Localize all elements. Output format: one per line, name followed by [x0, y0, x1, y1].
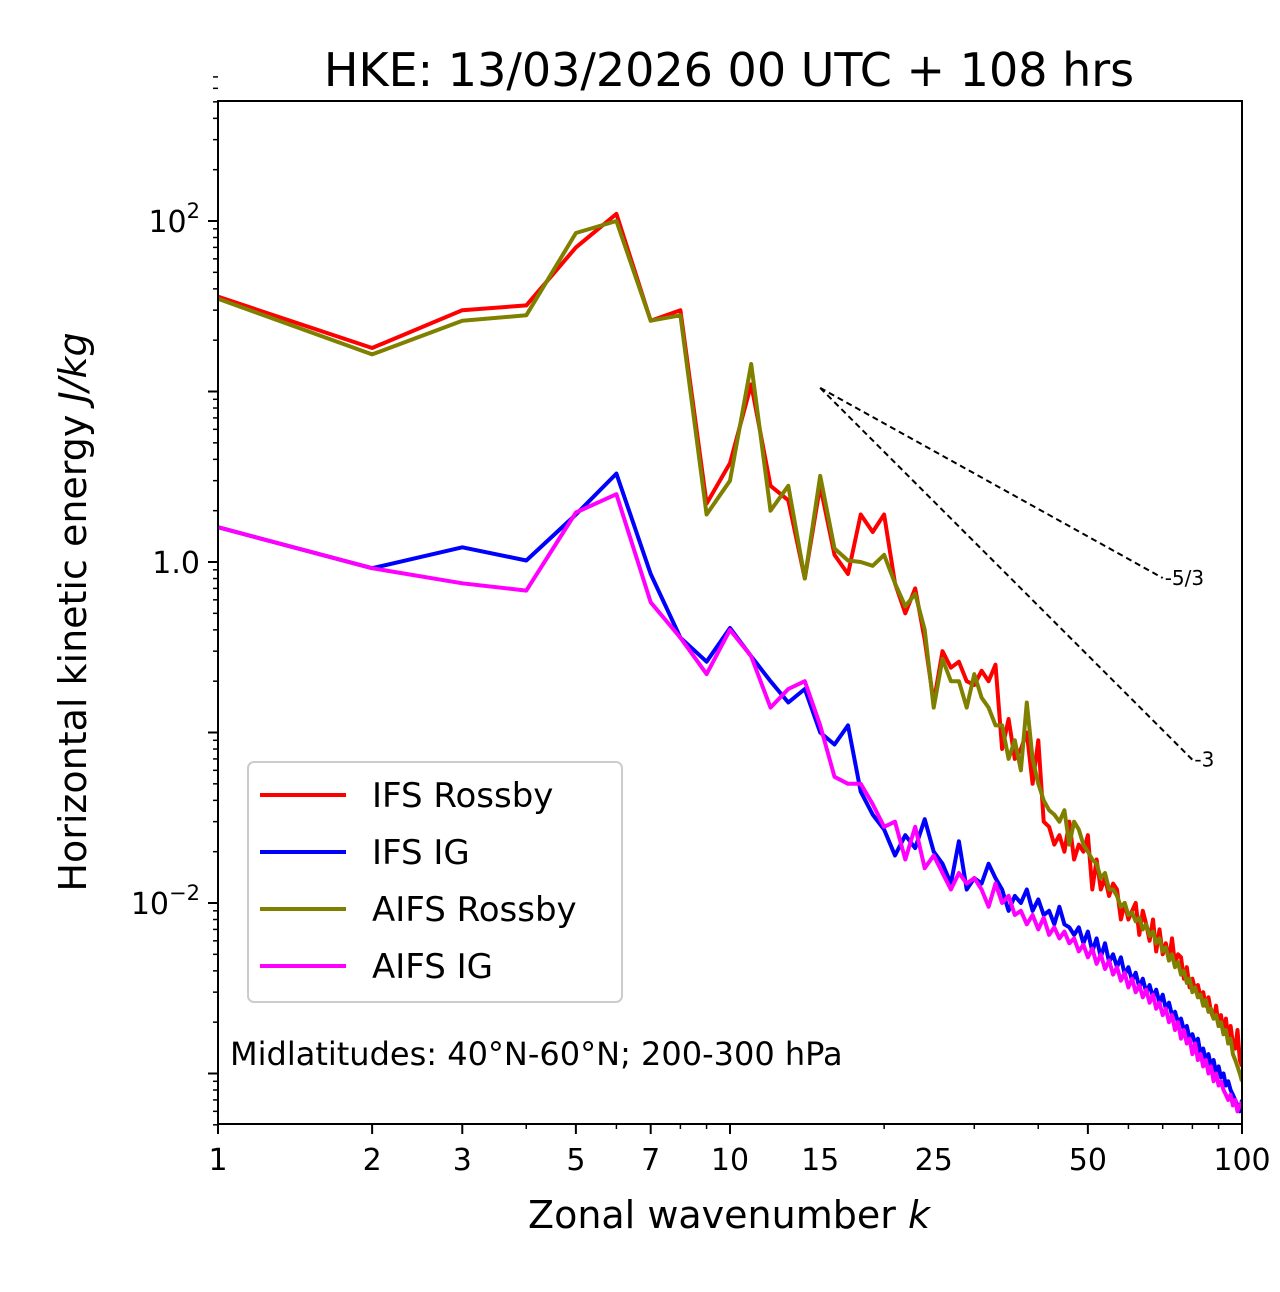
- y-axis-label-units: J/kg: [51, 332, 95, 409]
- reference-slopes: [819, 387, 1194, 761]
- legend-label: IFS Rossby: [372, 776, 553, 816]
- x-tick-label: 10: [711, 1143, 749, 1178]
- x-tick-label: 3: [453, 1143, 472, 1178]
- x-axis-label-var: k: [908, 1193, 932, 1237]
- x-tick-label: 100: [1213, 1143, 1270, 1178]
- x-axis-label-text: Zonal wavenumber: [528, 1193, 896, 1237]
- reference-line-label: -5/3: [1165, 566, 1204, 590]
- x-tick-label: 50: [1069, 1143, 1107, 1178]
- x-tick-label: 2: [363, 1143, 382, 1178]
- legend-box: [247, 761, 623, 1003]
- reference-line-label: -3: [1194, 748, 1214, 772]
- series-lines: [218, 211, 1242, 1114]
- legend-label: AIFS IG: [372, 947, 493, 987]
- series-line: [218, 492, 1242, 1114]
- reference-line: [819, 387, 1194, 761]
- x-tick-label: 1: [208, 1143, 227, 1178]
- axis-ticks: 1 2 3 5 7 10 15 25 50 100 102 1.0 10−2: [131, 76, 1271, 1178]
- plot-frame: [217, 100, 1243, 1125]
- x-tick-label: 15: [801, 1143, 839, 1178]
- reference-slope-labels: -5/3 -3: [1165, 566, 1215, 772]
- series-line: [218, 219, 1242, 1082]
- legend-label: AIFS Rossby: [372, 890, 577, 930]
- x-axis-label: Zonal wavenumber k: [528, 1193, 932, 1237]
- y-tick-label: 102: [148, 199, 200, 240]
- legend-label: IFS IG: [372, 833, 470, 873]
- chart-title: HKE: 13/03/2026 00 UTC + 108 hrs: [324, 43, 1134, 97]
- legend: IFS Rossby IFS IG AIFS Rossby AIFS IG: [247, 761, 623, 1003]
- y-tick-label: 10−2: [131, 881, 200, 922]
- y-tick-label: 1.0: [152, 546, 200, 581]
- x-tick-label: 5: [566, 1143, 585, 1178]
- x-tick-label: 25: [915, 1143, 953, 1178]
- region-annotation: Midlatitudes: 40°N-60°N; 200-300 hPa: [230, 1035, 843, 1073]
- y-axis-label: Horizontal kinetic energy J/kg: [51, 332, 95, 891]
- series-line: [218, 471, 1242, 1114]
- y-axis-label-text: Horizontal kinetic energy: [51, 415, 95, 892]
- reference-line: [819, 387, 1164, 579]
- x-tick-label: 7: [641, 1143, 660, 1178]
